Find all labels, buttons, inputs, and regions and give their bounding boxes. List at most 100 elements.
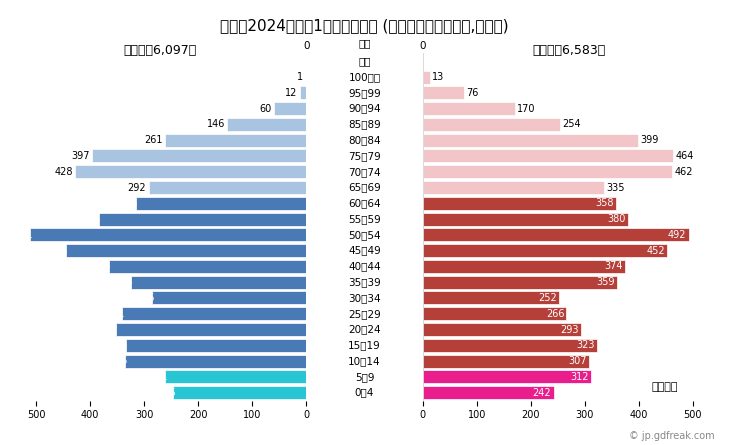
Bar <box>423 181 604 194</box>
Bar <box>136 197 306 210</box>
Text: 492: 492 <box>668 230 686 240</box>
Bar <box>423 118 560 131</box>
Text: 0～4: 0～4 <box>355 388 374 398</box>
Bar <box>423 307 566 320</box>
Text: 12: 12 <box>285 88 297 98</box>
Text: 462: 462 <box>674 167 693 177</box>
Bar <box>423 323 581 336</box>
Text: 352: 352 <box>100 324 118 335</box>
Text: 266: 266 <box>546 309 564 319</box>
Bar <box>130 276 306 289</box>
Text: 170: 170 <box>517 104 535 113</box>
Bar <box>116 323 306 336</box>
Text: 90～94: 90～94 <box>348 104 381 113</box>
Bar <box>66 244 306 257</box>
Bar <box>149 181 306 194</box>
Text: 60～64: 60～64 <box>348 198 381 208</box>
Text: 5～9: 5～9 <box>355 372 374 382</box>
Text: 0: 0 <box>420 41 426 51</box>
Bar <box>423 71 430 84</box>
Text: 25～29: 25～29 <box>348 309 381 319</box>
Bar <box>423 86 464 99</box>
Text: 511: 511 <box>14 230 32 240</box>
Text: 307: 307 <box>568 356 586 366</box>
Bar <box>30 228 306 241</box>
Text: 95～99: 95～99 <box>348 88 381 98</box>
Bar <box>122 307 306 320</box>
Text: 242: 242 <box>533 388 551 398</box>
Text: 254: 254 <box>562 119 581 129</box>
Text: 334: 334 <box>109 340 128 350</box>
Text: 397: 397 <box>71 151 90 161</box>
Text: 80～84: 80～84 <box>348 135 381 145</box>
Text: 335: 335 <box>109 356 128 366</box>
Bar <box>165 370 306 383</box>
Bar <box>423 134 639 147</box>
Text: 366: 366 <box>93 261 111 271</box>
Bar <box>423 228 688 241</box>
Bar <box>165 134 306 147</box>
Bar <box>126 339 306 352</box>
Text: 100歳～: 100歳～ <box>348 72 381 82</box>
Text: 452: 452 <box>646 246 665 255</box>
Text: 285: 285 <box>136 293 155 303</box>
Bar <box>125 355 306 368</box>
Text: 75～79: 75～79 <box>348 151 381 161</box>
Text: 1: 1 <box>297 72 303 82</box>
Text: 464: 464 <box>676 151 694 161</box>
Bar <box>92 150 306 162</box>
Text: © jp.gdfreak.com: © jp.gdfreak.com <box>629 431 714 441</box>
Bar <box>423 165 672 178</box>
Text: 45～49: 45～49 <box>348 246 381 255</box>
Text: 0: 0 <box>303 41 309 51</box>
Text: 50～54: 50～54 <box>348 230 381 240</box>
Text: 40～44: 40～44 <box>348 261 381 271</box>
Text: 76: 76 <box>466 88 478 98</box>
Bar <box>423 291 559 304</box>
Text: 男性計：6,097人: 男性計：6,097人 <box>124 44 197 57</box>
Text: 261: 261 <box>144 135 163 145</box>
Text: 20～24: 20～24 <box>348 324 381 335</box>
Text: 30～34: 30～34 <box>348 293 381 303</box>
Text: 女性計：6,583人: 女性計：6,583人 <box>532 44 605 57</box>
Text: 13: 13 <box>432 72 444 82</box>
Text: 325: 325 <box>114 277 133 287</box>
Bar <box>300 86 306 99</box>
Bar <box>423 197 616 210</box>
Text: 70～74: 70～74 <box>348 167 381 177</box>
Text: 312: 312 <box>571 372 589 382</box>
Text: 293: 293 <box>561 324 579 335</box>
Bar <box>174 386 306 399</box>
Bar <box>423 244 667 257</box>
Bar <box>423 386 553 399</box>
Bar <box>423 102 515 115</box>
Text: 335: 335 <box>606 182 624 193</box>
Text: 不詳: 不詳 <box>358 39 371 49</box>
Text: 10～14: 10～14 <box>348 356 381 366</box>
Text: 399: 399 <box>641 135 659 145</box>
Text: 374: 374 <box>604 261 623 271</box>
Text: 60: 60 <box>260 104 272 113</box>
Text: 341: 341 <box>106 309 124 319</box>
Bar <box>423 213 628 226</box>
Bar <box>274 102 306 115</box>
Text: 315: 315 <box>120 198 139 208</box>
Bar <box>109 260 306 273</box>
Text: 359: 359 <box>596 277 615 287</box>
Text: 292: 292 <box>128 182 147 193</box>
Text: 15～19: 15～19 <box>348 340 381 350</box>
Text: 85～89: 85～89 <box>348 119 381 129</box>
Bar <box>423 355 588 368</box>
Text: 246: 246 <box>157 388 176 398</box>
Text: 445: 445 <box>50 246 68 255</box>
Bar <box>152 291 306 304</box>
Bar <box>423 370 591 383</box>
Bar <box>99 213 306 226</box>
Bar <box>227 118 306 131</box>
Text: 428: 428 <box>55 167 73 177</box>
Text: 358: 358 <box>596 198 614 208</box>
Text: 384: 384 <box>82 214 101 224</box>
Text: 252: 252 <box>538 293 557 303</box>
Text: 35～39: 35～39 <box>348 277 381 287</box>
Bar <box>423 276 617 289</box>
